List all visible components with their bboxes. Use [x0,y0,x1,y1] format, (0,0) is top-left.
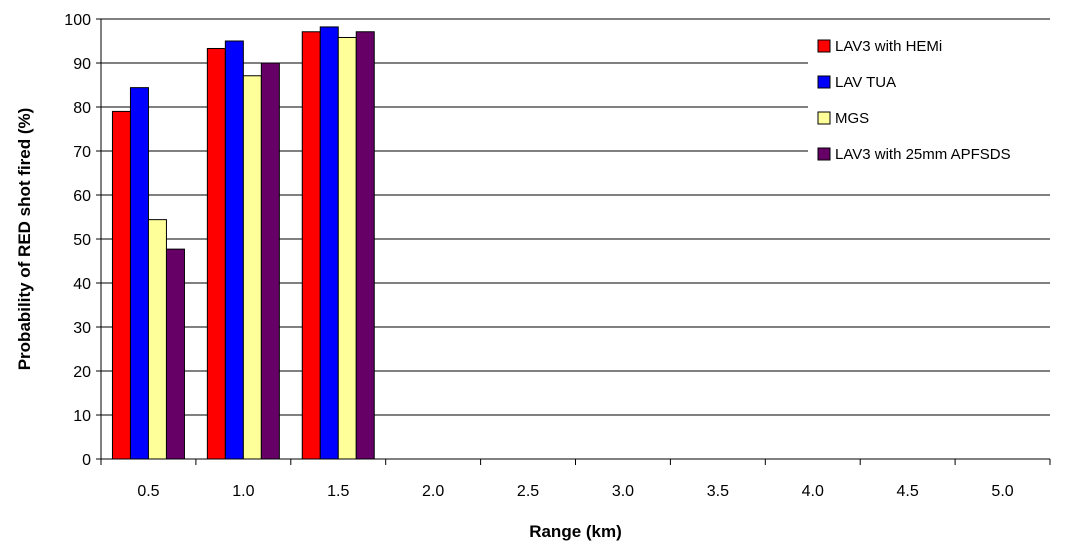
bars [111,26,375,460]
x-tick-label: 1.5 [327,483,349,500]
y-tick-label: 30 [73,320,91,337]
x-tick-label: 4.0 [802,483,824,500]
bar-lav3-with-hemi-0-5 [111,110,131,460]
legend-swatch [817,39,831,53]
y-tick-label: 0 [82,452,91,469]
bar-lav-tua-1-0 [224,40,244,460]
y-tick-label: 60 [73,188,91,205]
legend-swatch [817,75,831,89]
bar-lav3-with-25mm-apfsds-1-5 [355,31,375,460]
x-tick-label: 0.5 [137,483,159,500]
bar-lav-tua-0-5 [129,87,149,460]
legend-background [808,31,1065,189]
x-tick-label: 1.0 [232,483,254,500]
bar-mgs-0-5 [147,219,167,460]
bar-mgs-1-5 [337,36,357,460]
legend-label: LAV3 with HEMi [835,38,942,55]
y-tick-label: 20 [73,364,91,381]
bar-mgs-1-0 [242,75,262,460]
x-tick-label: 4.5 [897,483,919,500]
legend-swatch [817,111,831,125]
y-axis-title: Probability of RED shot fired (%) [15,108,34,371]
legend: LAV3 with HEMi LAV TUA MGS LAV3 with 25mm A… [808,31,1065,189]
x-tick-label: 2.0 [422,483,444,500]
bar-lav3-with-hemi-1-0 [206,47,226,460]
bar-lav3-with-hemi-1-5 [301,31,321,460]
legend-label: LAV TUA [835,74,896,91]
legend-swatch [817,147,831,161]
y-tick-label: 90 [73,56,91,73]
bar-lav-tua-1-5 [319,26,339,460]
legend-label: LAV3 with 25mm APFSDS [835,146,1011,163]
x-tick-label: 5.0 [991,483,1013,500]
y-tick-label: 50 [73,232,91,249]
x-axis-title: Range (km) [529,522,622,541]
bar-lav3-with-25mm-apfsds-1-0 [260,62,280,460]
y-tick-label: 80 [73,100,91,117]
y-tick-label: 10 [73,408,91,425]
x-tick-labels: 0.5 1.0 1.5 2.0 2.5 3.0 3.5 4.0 4.5 5.0 [137,483,1013,500]
axes [96,18,1051,465]
x-tick-label: 3.5 [707,483,729,500]
y-tick-label: 100 [64,12,91,29]
y-tick-label: 70 [73,144,91,161]
x-tick-label: 3.0 [612,483,634,500]
x-tick-label: 2.5 [517,483,539,500]
y-tick-labels: 0 10 20 30 40 50 60 70 80 90 100 [64,12,91,469]
y-tick-label: 40 [73,276,91,293]
bar-lav3-with-25mm-apfsds-0-5 [165,248,185,460]
legend-label: MGS [835,110,869,127]
